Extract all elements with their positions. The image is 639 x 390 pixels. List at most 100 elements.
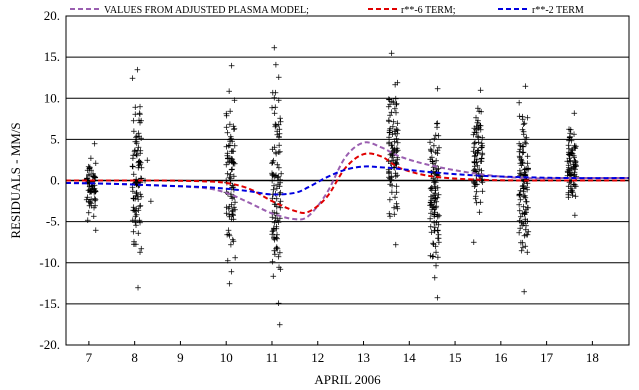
residual-point: + (268, 230, 276, 240)
residual-point: + (427, 145, 435, 155)
residual-point: + (476, 121, 484, 131)
residual-point: + (474, 149, 482, 159)
residual-point: + (392, 159, 400, 169)
residual-point: + (136, 109, 144, 119)
residual-point: + (271, 236, 279, 246)
residual-point: + (478, 143, 486, 153)
residual-point: + (471, 158, 479, 168)
residual-point: + (230, 215, 238, 225)
residual-point: + (565, 141, 573, 151)
residual-point: + (470, 177, 478, 187)
residual-point: + (568, 171, 576, 181)
residual-point: + (567, 184, 575, 194)
y-tick-labels: 20. 15. 10. 5. 0. -5. -10. -15. -20. (39, 8, 60, 352)
residual-point: + (430, 203, 438, 213)
residual-point: + (516, 190, 524, 200)
residual-point: + (434, 146, 442, 156)
residual-point: + (273, 224, 281, 234)
residual-point: + (518, 161, 526, 171)
residual-point: + (226, 120, 234, 130)
residual-point: + (136, 159, 144, 169)
residual-point: + (389, 157, 397, 167)
residual-point: + (276, 190, 284, 200)
residual-point: + (430, 141, 438, 151)
residual-point: + (391, 81, 399, 91)
residual-point: + (271, 246, 279, 256)
residual-point: + (430, 212, 438, 222)
series-line-1 (66, 152, 629, 214)
residual-point: + (430, 219, 438, 229)
residual-point: + (131, 137, 139, 147)
residual-point: + (137, 158, 145, 168)
residual-point: + (427, 252, 435, 262)
residual-point: + (224, 154, 232, 164)
residual-point: + (132, 110, 140, 120)
residual-point: + (516, 207, 524, 217)
residual-point: + (566, 149, 574, 159)
residual-point: + (471, 166, 479, 176)
residual-point: + (135, 181, 143, 191)
residual-point: + (270, 226, 278, 236)
residual-point: + (86, 198, 94, 208)
x-tick-label: 7 (86, 350, 93, 365)
residual-point: + (392, 241, 400, 251)
residual-point: + (431, 210, 439, 220)
residual-point: + (521, 119, 529, 129)
residual-point: + (85, 170, 93, 180)
residual-point: + (275, 121, 283, 131)
residual-point: + (472, 126, 480, 136)
residual-point: + (231, 124, 239, 134)
residual-point: + (566, 169, 574, 179)
residual-point: + (86, 187, 94, 197)
residual-point: + (474, 149, 482, 159)
residual-point: + (572, 142, 580, 152)
residual-point: + (522, 194, 530, 204)
residual-point: + (393, 134, 401, 144)
residual-point: + (223, 209, 231, 219)
residual-point: + (385, 169, 393, 179)
residual-point: + (431, 169, 439, 179)
residual-point: + (475, 146, 483, 156)
residual-point: + (228, 137, 236, 147)
residual-point: + (564, 172, 572, 182)
residual-point: + (433, 120, 441, 130)
residual-point: + (478, 175, 486, 185)
residual-point: + (393, 100, 401, 110)
residual-point: + (570, 151, 578, 161)
residual-point: + (566, 133, 574, 143)
residual-point: + (565, 182, 573, 192)
residual-point: + (571, 165, 579, 175)
residual-point: + (427, 184, 435, 194)
residual-point: + (228, 157, 236, 167)
residual-point: + (432, 131, 440, 141)
residual-point: + (515, 99, 523, 109)
plot-border (65, 15, 630, 346)
residual-point: + (275, 133, 283, 143)
residual-point: + (430, 227, 438, 237)
legend-label-plasma-model: VALUES FROM ADJUSTED PLASMA MODEL; (104, 5, 309, 16)
residual-point: + (472, 176, 480, 186)
residual-point: + (570, 153, 578, 163)
residual-point: + (474, 104, 482, 114)
residual-point: + (571, 182, 579, 192)
residual-point: + (137, 174, 145, 184)
residual-point: + (516, 224, 524, 234)
residual-point: + (392, 172, 400, 182)
residual-point: + (521, 232, 529, 242)
residual-point: + (390, 146, 398, 156)
residual-point: + (568, 176, 576, 186)
residual-point: + (515, 201, 523, 211)
residual-point: + (228, 147, 236, 157)
residual-point: + (275, 148, 283, 158)
residual-point: + (431, 226, 439, 236)
residual-point: + (565, 191, 573, 201)
residual-point: + (520, 130, 528, 140)
residual-point: + (432, 178, 440, 188)
residual-point: + (568, 164, 576, 174)
residual-point: + (131, 147, 139, 157)
residual-point: + (134, 146, 142, 156)
residual-point: + (427, 198, 435, 208)
residual-point: + (226, 279, 234, 289)
residual-point: + (563, 157, 571, 167)
residual-point: + (565, 188, 573, 198)
